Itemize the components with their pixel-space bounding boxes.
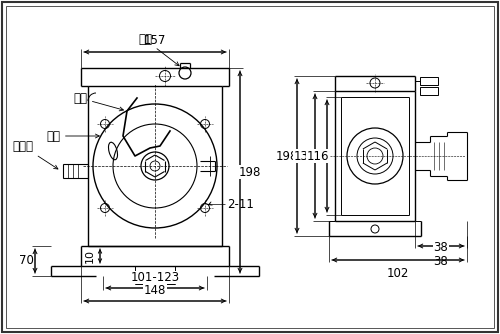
Text: 拉环: 拉环	[138, 33, 179, 66]
Text: 157: 157	[144, 34, 166, 47]
Text: 10: 10	[85, 249, 95, 263]
Text: 198: 198	[239, 166, 261, 178]
Text: 摇臂: 摇臂	[73, 92, 124, 111]
Bar	[420, 77, 438, 85]
Text: 出线口: 出线口	[12, 140, 58, 169]
Text: 38: 38	[434, 241, 448, 254]
Text: 壳体: 壳体	[46, 130, 100, 143]
Text: 2-11: 2-11	[227, 197, 254, 210]
Text: 70: 70	[18, 255, 34, 268]
Bar	[420, 87, 438, 95]
Text: 116: 116	[307, 150, 329, 163]
Text: 130: 130	[294, 150, 316, 163]
Text: 101-123: 101-123	[130, 271, 180, 284]
Text: 102: 102	[387, 267, 409, 280]
Text: 38: 38	[434, 255, 448, 268]
Text: 198: 198	[276, 150, 298, 163]
Text: 148: 148	[144, 284, 166, 297]
